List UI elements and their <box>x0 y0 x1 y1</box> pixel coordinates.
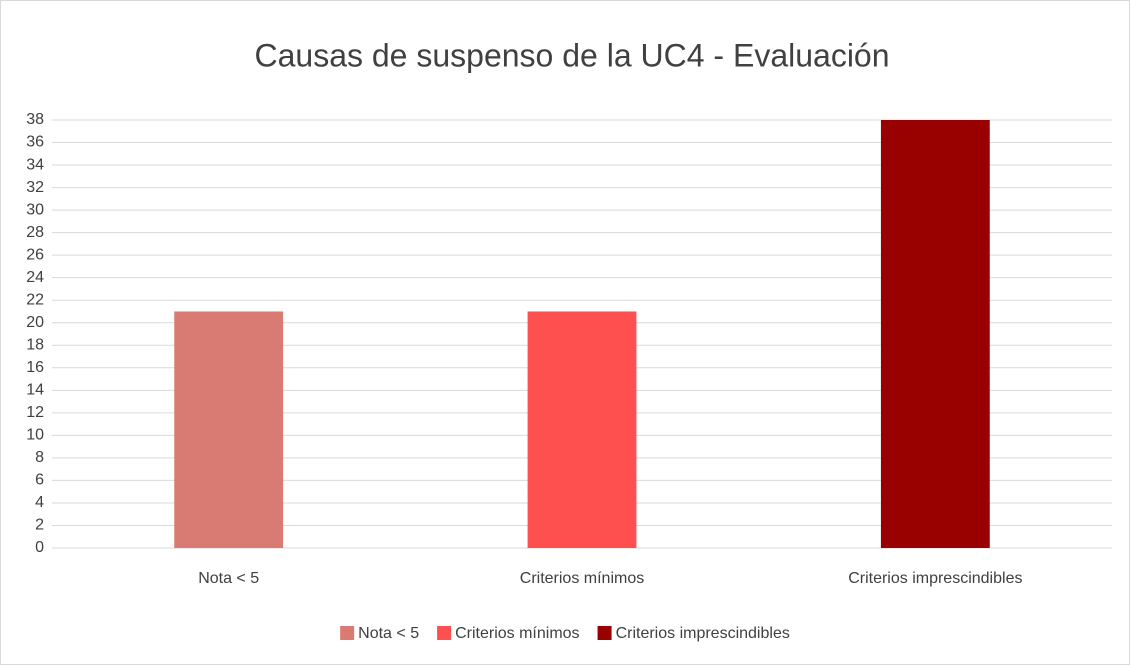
y-tick-label: 12 <box>26 404 44 421</box>
bar <box>527 311 637 548</box>
legend-swatch <box>340 626 355 640</box>
y-tick-label: 6 <box>35 472 44 489</box>
legend-label: Criterios mínimos <box>455 625 579 642</box>
y-tick-label: 16 <box>26 359 44 376</box>
bar <box>174 311 284 548</box>
y-tick-label: 10 <box>26 427 44 444</box>
chart-title: Causas de suspenso de la UC4 - Evaluació… <box>254 37 889 73</box>
legend-swatch <box>597 626 612 640</box>
y-tick-label: 26 <box>26 246 44 263</box>
x-tick-label: Nota < 5 <box>198 570 259 587</box>
y-tick-label: 24 <box>26 269 44 286</box>
legend-swatch <box>437 626 452 640</box>
y-tick-label: 8 <box>35 449 44 466</box>
legend-label: Nota < 5 <box>358 625 419 642</box>
bar <box>880 120 990 548</box>
legend-label: Criterios imprescindibles <box>616 625 790 642</box>
y-tick-label: 36 <box>26 134 44 151</box>
y-tick-label: 22 <box>26 291 44 308</box>
y-tick-label: 0 <box>35 539 44 556</box>
y-tick-label: 28 <box>26 224 44 241</box>
x-tick-label: Criterios imprescindibles <box>848 570 1022 587</box>
y-tick-label: 2 <box>35 517 44 534</box>
x-tick-label: Criterios mínimos <box>520 570 644 587</box>
y-tick-label: 32 <box>26 179 44 196</box>
y-tick-label: 18 <box>26 336 44 353</box>
y-tick-label: 34 <box>26 156 44 173</box>
y-tick-label: 4 <box>35 494 44 511</box>
y-tick-label: 14 <box>26 382 44 399</box>
y-tick-label: 30 <box>26 201 44 218</box>
y-tick-label: 20 <box>26 314 44 331</box>
y-tick-label: 38 <box>26 111 44 128</box>
